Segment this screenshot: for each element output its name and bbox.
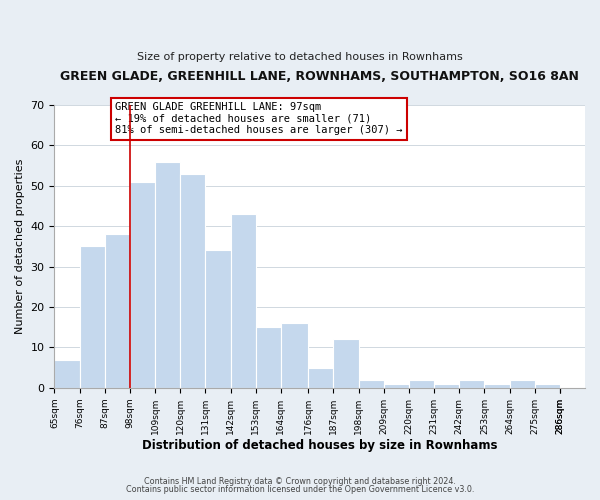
Bar: [334, 340, 359, 388]
Bar: [535, 384, 560, 388]
Bar: [256, 327, 281, 388]
Bar: [80, 246, 105, 388]
Y-axis label: Number of detached properties: Number of detached properties: [15, 158, 25, 334]
Bar: [55, 360, 80, 388]
Title: GREEN GLADE, GREENHILL LANE, ROWNHAMS, SOUTHAMPTON, SO16 8AN: GREEN GLADE, GREENHILL LANE, ROWNHAMS, S…: [60, 70, 579, 83]
Bar: [434, 384, 459, 388]
Text: Contains public sector information licensed under the Open Government Licence v3: Contains public sector information licen…: [126, 484, 474, 494]
Bar: [105, 234, 130, 388]
Bar: [509, 380, 535, 388]
Bar: [180, 174, 205, 388]
Bar: [384, 384, 409, 388]
Bar: [155, 162, 180, 388]
Text: GREEN GLADE GREENHILL LANE: 97sqm
← 19% of detached houses are smaller (71)
81% : GREEN GLADE GREENHILL LANE: 97sqm ← 19% …: [115, 102, 403, 136]
Bar: [459, 380, 484, 388]
Text: Contains HM Land Registry data © Crown copyright and database right 2024.: Contains HM Land Registry data © Crown c…: [144, 477, 456, 486]
Bar: [359, 380, 384, 388]
Bar: [205, 250, 230, 388]
Bar: [130, 182, 155, 388]
X-axis label: Distribution of detached houses by size in Rownhams: Distribution of detached houses by size …: [142, 440, 497, 452]
Bar: [230, 214, 256, 388]
Text: Size of property relative to detached houses in Rownhams: Size of property relative to detached ho…: [137, 52, 463, 62]
Bar: [409, 380, 434, 388]
Bar: [281, 323, 308, 388]
Bar: [308, 368, 334, 388]
Bar: [484, 384, 509, 388]
